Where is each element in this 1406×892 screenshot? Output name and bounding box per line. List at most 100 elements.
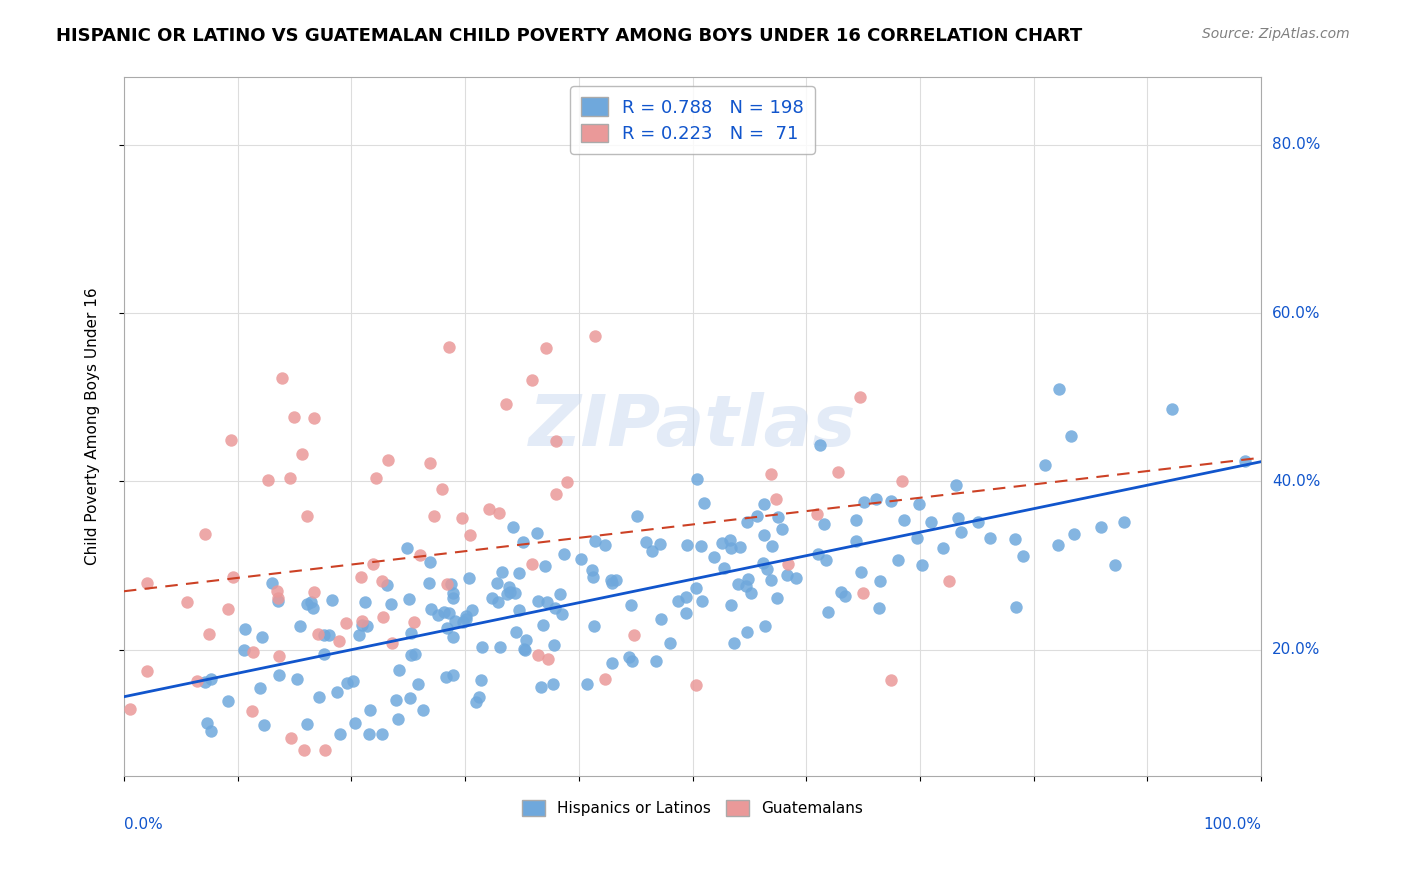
Point — [544, 600, 567, 615]
Point — [880, 673, 903, 687]
Point — [869, 574, 891, 588]
Point — [380, 636, 402, 650]
Point — [887, 553, 910, 567]
Point — [335, 615, 357, 630]
Point — [600, 576, 623, 591]
Point — [295, 717, 318, 731]
Point — [470, 673, 492, 687]
Point — [641, 544, 664, 558]
Point — [752, 497, 775, 511]
Point — [759, 467, 782, 482]
Point — [419, 601, 441, 615]
Point — [250, 630, 273, 644]
Point — [605, 573, 627, 587]
Point — [441, 586, 464, 600]
Point — [710, 536, 733, 550]
Point — [267, 591, 290, 605]
Point — [648, 537, 671, 551]
Point — [399, 625, 422, 640]
Point — [240, 704, 263, 718]
Point — [441, 630, 464, 644]
Point — [406, 677, 429, 691]
Point — [398, 691, 420, 706]
Point — [436, 576, 458, 591]
Point — [666, 594, 689, 608]
Point — [359, 726, 381, 740]
Point — [582, 569, 605, 583]
Point — [456, 612, 478, 626]
Point — [852, 586, 875, 600]
Point — [675, 607, 697, 621]
Point — [321, 593, 343, 607]
Point — [295, 597, 318, 611]
Point — [766, 591, 789, 605]
Point — [198, 626, 221, 640]
Point — [1033, 458, 1056, 473]
Point — [754, 619, 776, 633]
Point — [1063, 526, 1085, 541]
Point — [534, 341, 557, 355]
Point — [423, 509, 446, 524]
Point — [371, 574, 394, 588]
Point — [583, 328, 606, 343]
Point — [280, 731, 302, 745]
Point — [352, 614, 374, 628]
Point — [328, 634, 350, 648]
Point — [1161, 401, 1184, 416]
Point — [176, 595, 198, 609]
Point — [285, 672, 308, 686]
Point — [693, 496, 716, 510]
Point — [352, 618, 374, 632]
Point — [314, 743, 336, 757]
Point — [430, 483, 453, 497]
Point — [266, 594, 288, 608]
Text: ZIPatlas: ZIPatlas — [529, 392, 856, 461]
Point — [326, 685, 349, 699]
Point — [502, 520, 524, 534]
Point — [471, 640, 494, 654]
Point — [1090, 520, 1112, 534]
Point — [219, 433, 242, 447]
Point — [485, 576, 508, 591]
Point — [488, 506, 510, 520]
Point — [388, 664, 411, 678]
Point — [689, 539, 711, 553]
Point — [735, 624, 758, 639]
Point — [302, 584, 325, 599]
Point — [195, 716, 218, 731]
Point — [370, 726, 392, 740]
Point — [385, 693, 408, 707]
Point — [620, 654, 643, 668]
Point — [853, 494, 876, 508]
Point — [770, 522, 793, 536]
Point — [513, 641, 536, 656]
Point — [271, 371, 294, 385]
Point — [344, 716, 367, 731]
Point — [690, 593, 713, 607]
Point — [443, 668, 465, 682]
Point — [508, 566, 530, 580]
Point — [308, 690, 330, 704]
Point — [879, 493, 901, 508]
Point — [200, 672, 222, 686]
Point — [288, 619, 311, 633]
Point — [262, 576, 284, 591]
Point — [776, 567, 799, 582]
Point — [426, 607, 449, 622]
Point — [267, 648, 290, 663]
Point — [583, 533, 606, 548]
Point — [1046, 538, 1069, 552]
Point — [541, 677, 564, 691]
Point — [359, 703, 381, 717]
Point — [599, 573, 621, 587]
Point — [318, 628, 340, 642]
Point — [817, 605, 839, 619]
Point — [815, 553, 838, 567]
Point — [932, 541, 955, 556]
Text: 80.0%: 80.0% — [1272, 137, 1320, 153]
Point — [908, 497, 931, 511]
Point — [395, 541, 418, 555]
Point — [583, 619, 606, 633]
Point — [849, 566, 872, 580]
Point — [520, 373, 543, 387]
